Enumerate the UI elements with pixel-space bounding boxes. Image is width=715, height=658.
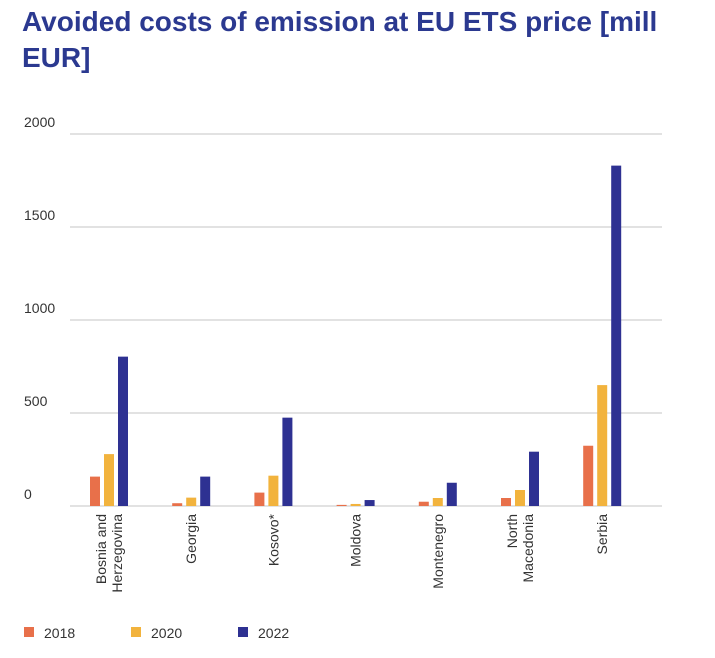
bar-2022 (529, 451, 539, 506)
y-tick-label: 2000 (24, 114, 55, 130)
y-tick-label: 0 (24, 486, 32, 502)
bar-2020 (597, 385, 608, 506)
x-tick-label: Moldova (348, 514, 364, 567)
x-tick-label: Bosnia and Herzegovina (93, 514, 125, 593)
legend-swatch (24, 627, 34, 637)
bar-2018 (501, 498, 511, 506)
legend-swatch (238, 627, 248, 637)
svg-text:Montenegro: Montenegro (430, 514, 446, 589)
svg-text:Kosovo*: Kosovo* (265, 513, 281, 566)
svg-text:Macedonia: Macedonia (520, 514, 536, 583)
y-tick-label: 1000 (24, 300, 55, 316)
chart-title: Avoided costs of emission at EU ETS pric… (22, 6, 658, 73)
x-tick-label: Kosovo* (265, 513, 281, 566)
bar-2018 (90, 476, 100, 506)
x-tick-label: North Macedonia (504, 514, 536, 583)
bar-2020 (268, 475, 279, 506)
x-tick-label: Serbia (594, 514, 610, 555)
bar-2020 (104, 454, 114, 506)
bar-2022 (200, 476, 211, 506)
legend-label: 2022 (258, 625, 289, 641)
svg-text:Moldova: Moldova (348, 514, 364, 567)
y-tick-label: 500 (24, 393, 48, 409)
bar-2022 (118, 356, 128, 506)
bar-2022 (446, 482, 457, 506)
bar-2020 (515, 490, 525, 506)
bar-2018 (254, 492, 265, 506)
bar-2020 (350, 503, 361, 506)
legend-label: 2020 (151, 625, 182, 641)
bar-2018 (172, 503, 183, 506)
y-tick-label: 1500 (24, 207, 55, 223)
svg-text:North: North (504, 514, 520, 548)
legend-swatch (131, 627, 141, 637)
bar-2022 (611, 165, 622, 506)
svg-text:Georgia: Georgia (183, 514, 199, 564)
bar-2022 (364, 500, 375, 506)
x-tick-label: Georgia (183, 514, 199, 564)
bar-2020 (186, 497, 197, 506)
x-tick-label: Montenegro (430, 514, 446, 589)
legend-label: 2018 (44, 625, 75, 641)
svg-text:Herzegovina: Herzegovina (109, 514, 125, 593)
bar-2018 (583, 445, 594, 506)
bar-2018 (336, 504, 347, 506)
svg-text:Bosnia and: Bosnia and (93, 514, 109, 584)
bar-2022 (282, 417, 293, 506)
bar-2020 (432, 498, 443, 506)
bar-2018 (418, 501, 429, 506)
svg-text:Serbia: Serbia (594, 514, 610, 555)
